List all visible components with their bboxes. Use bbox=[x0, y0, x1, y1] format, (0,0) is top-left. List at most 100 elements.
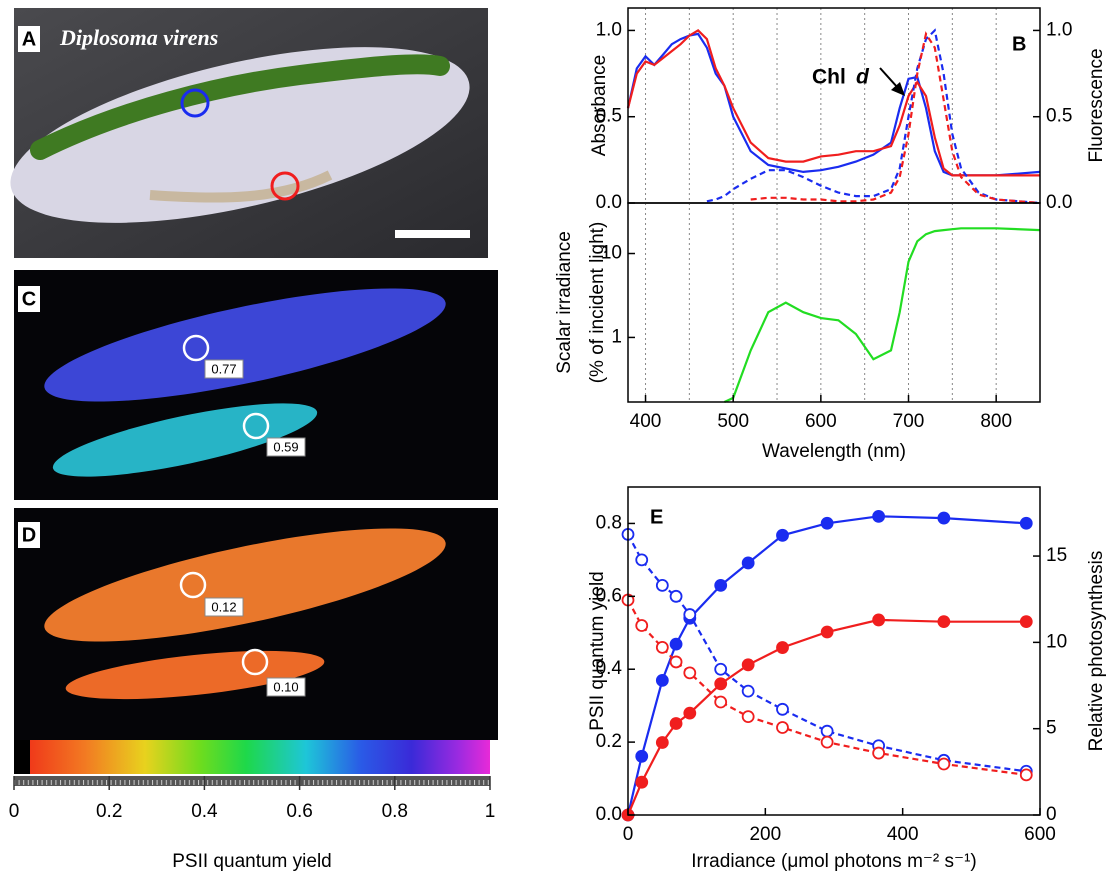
colorbar: PSII quantum yield bbox=[14, 740, 490, 872]
data-point bbox=[820, 625, 834, 639]
x-tick-label: 0.6 bbox=[286, 801, 312, 822]
x-tick-label: 400 bbox=[630, 411, 662, 432]
value-label: 0.12 bbox=[211, 599, 236, 614]
data-point bbox=[776, 702, 789, 716]
series-line bbox=[626, 29, 1040, 177]
data-point bbox=[655, 736, 669, 749]
data-point bbox=[669, 637, 683, 651]
axes-frame bbox=[627, 486, 1041, 816]
x-tick-label: 1 bbox=[485, 801, 496, 822]
y-tick-label: 0.0 bbox=[596, 804, 622, 825]
y2-tick-label: 15 bbox=[1046, 545, 1067, 566]
photo-d: D 0.12 0.10 bbox=[14, 508, 498, 740]
data-point bbox=[635, 749, 649, 763]
photo-c: C 0.77 0.59 bbox=[14, 270, 498, 500]
tissue bbox=[149, 170, 333, 203]
colorbar-gradient bbox=[30, 740, 490, 774]
data-point bbox=[937, 757, 951, 771]
panel-label: D bbox=[22, 524, 36, 546]
data-point bbox=[820, 735, 834, 749]
panel-label-box bbox=[18, 26, 40, 52]
data-point bbox=[655, 579, 669, 592]
sample-circle bbox=[180, 88, 210, 118]
data-point bbox=[937, 615, 951, 629]
panel-label: C bbox=[22, 288, 36, 310]
x-tick-label: 0.4 bbox=[191, 801, 218, 822]
data-point bbox=[776, 641, 789, 654]
value-label: 0.59 bbox=[273, 439, 298, 454]
data-point bbox=[741, 710, 755, 723]
data-point bbox=[683, 608, 697, 621]
data-point bbox=[937, 511, 951, 525]
data-point bbox=[669, 589, 683, 603]
x-tick-label: 500 bbox=[717, 411, 749, 432]
series-line bbox=[626, 32, 1041, 177]
y2-tick-label: 5 bbox=[1046, 718, 1057, 739]
series-line bbox=[723, 227, 1041, 403]
data-point bbox=[820, 724, 834, 738]
y-axis-label: (% of incident light) bbox=[587, 222, 608, 384]
data-point bbox=[714, 695, 728, 709]
x-tick-label: 0 bbox=[623, 824, 634, 845]
y-axis-label: PSII quantum yield bbox=[587, 571, 608, 730]
x-tick-label: 800 bbox=[980, 411, 1012, 432]
data-point bbox=[683, 706, 697, 720]
y2-tick-label: 0 bbox=[1046, 804, 1057, 825]
annotation: Chl bbox=[812, 66, 846, 89]
series-line bbox=[627, 533, 1027, 773]
specimen bbox=[10, 47, 470, 223]
sample-circle bbox=[182, 334, 210, 362]
sample-circle bbox=[242, 412, 270, 440]
y-tick-label: 1 bbox=[611, 326, 622, 347]
data-point bbox=[872, 746, 886, 760]
y-tick-label: 0.5 bbox=[596, 106, 622, 127]
axes-frame bbox=[627, 202, 1041, 403]
annotation-arrow bbox=[879, 67, 899, 89]
panel-label: B bbox=[1012, 33, 1026, 55]
algae-band bbox=[30, 54, 450, 160]
y-tick-label: 1.0 bbox=[596, 19, 622, 40]
data-point bbox=[872, 509, 886, 523]
x-axis-label: Wavelength (nm) bbox=[762, 441, 906, 462]
data-point bbox=[776, 721, 789, 734]
yield-region bbox=[65, 650, 325, 700]
label-box bbox=[204, 359, 244, 379]
label-box bbox=[266, 437, 306, 457]
y2-axis-label: Relative photosynthesis bbox=[1086, 551, 1107, 752]
panel-label-box bbox=[18, 286, 40, 312]
x-axis-label: Irradiance (μmol photons m⁻² s⁻¹) bbox=[691, 851, 976, 872]
value-label: 0.10 bbox=[273, 679, 298, 694]
y2-axis-label: Fluorescence bbox=[1086, 48, 1107, 162]
yield-region bbox=[44, 528, 446, 642]
x-tick-label: 400 bbox=[887, 824, 919, 845]
value-label: 0.77 bbox=[211, 361, 236, 376]
colorbar-ruler bbox=[14, 776, 490, 786]
y-tick-label: 0.6 bbox=[596, 585, 622, 606]
data-point bbox=[655, 640, 669, 654]
data-point bbox=[669, 655, 683, 669]
data-point bbox=[1019, 768, 1033, 782]
y2-tick-label: 0.0 bbox=[1046, 192, 1072, 213]
data-point bbox=[741, 556, 755, 570]
y2-tick-label: 0.5 bbox=[1046, 106, 1072, 127]
data-point bbox=[635, 775, 649, 789]
species-name: Diplosoma virens bbox=[59, 25, 218, 50]
series-line bbox=[706, 28, 1041, 205]
data-point bbox=[714, 579, 728, 592]
yield-region bbox=[52, 403, 318, 477]
data-point bbox=[635, 619, 649, 632]
sample-circle bbox=[179, 571, 207, 599]
label-box bbox=[266, 677, 306, 697]
x-tick-label: 0 bbox=[9, 801, 20, 822]
sample-circle bbox=[270, 171, 300, 201]
y-axis-label: Scalar irradiance bbox=[554, 231, 575, 374]
data-point bbox=[669, 717, 683, 730]
photo-a: A Diplosoma virens bbox=[10, 8, 488, 258]
panel-label-box bbox=[18, 522, 40, 548]
data-point bbox=[872, 613, 886, 627]
sample-circle bbox=[241, 648, 269, 676]
annotation: d bbox=[856, 66, 870, 89]
y-tick-label: 0.8 bbox=[596, 512, 622, 533]
